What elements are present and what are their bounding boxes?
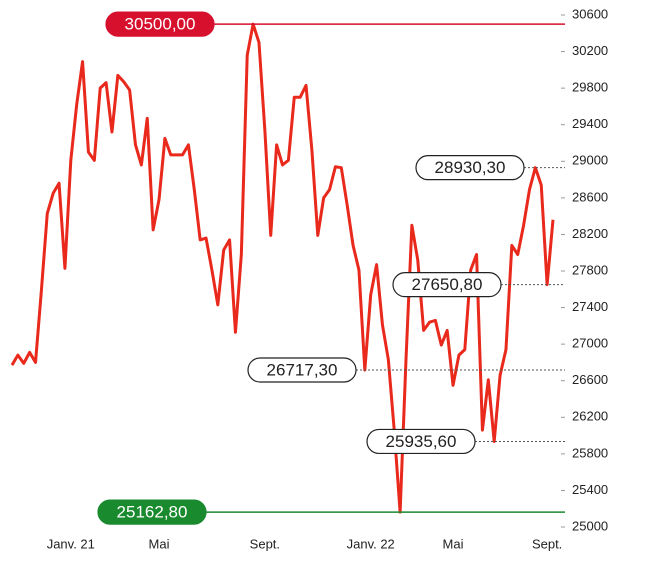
- label-badge: [247, 357, 357, 383]
- label-badge: [97, 499, 207, 525]
- y-tick-label: 27000: [572, 336, 608, 351]
- annotation-label: 26717,30: [267, 360, 338, 379]
- y-tick-label: 26200: [572, 409, 608, 424]
- x-tick-label: Mai: [443, 536, 464, 551]
- label-badge: [366, 428, 476, 455]
- line: [10, 22, 555, 514]
- x-tick-label: Sept.: [532, 536, 562, 551]
- annotation-label: 27650,80: [412, 275, 483, 294]
- y-tick-label: 29000: [572, 153, 608, 168]
- annotation-label: 25935,60: [386, 432, 457, 451]
- x-tick-label: Janv. 22: [347, 536, 395, 551]
- label-badge: [415, 155, 525, 181]
- y-tick-label: 25800: [572, 445, 608, 460]
- y-tick-label: 29800: [572, 80, 608, 95]
- y-tick-label: 25000: [572, 518, 608, 533]
- y-tick-label: 27400: [572, 299, 608, 314]
- y-tick-label: 30200: [572, 43, 608, 58]
- annotation-label: 30500,00: [125, 15, 196, 34]
- label-badge: [105, 11, 215, 37]
- y-tick-label: 28200: [572, 226, 608, 241]
- y-tick-label: 28600: [572, 189, 608, 204]
- label-badge: [392, 272, 502, 298]
- annotation-label: 25162,80: [117, 503, 188, 522]
- x-tick-label: Janv. 21: [47, 536, 95, 551]
- y-tick-label: 30600: [572, 6, 608, 21]
- y-tick-label: 27800: [572, 262, 608, 277]
- annotation-label: 28930,30: [435, 158, 506, 177]
- y-tick-label: 25400: [572, 482, 608, 497]
- x-tick-label: Mai: [149, 536, 170, 551]
- x-tick-label: Sept.: [250, 536, 280, 551]
- y-tick-label: 29400: [572, 116, 608, 131]
- y-tick-label: 26600: [572, 372, 608, 387]
